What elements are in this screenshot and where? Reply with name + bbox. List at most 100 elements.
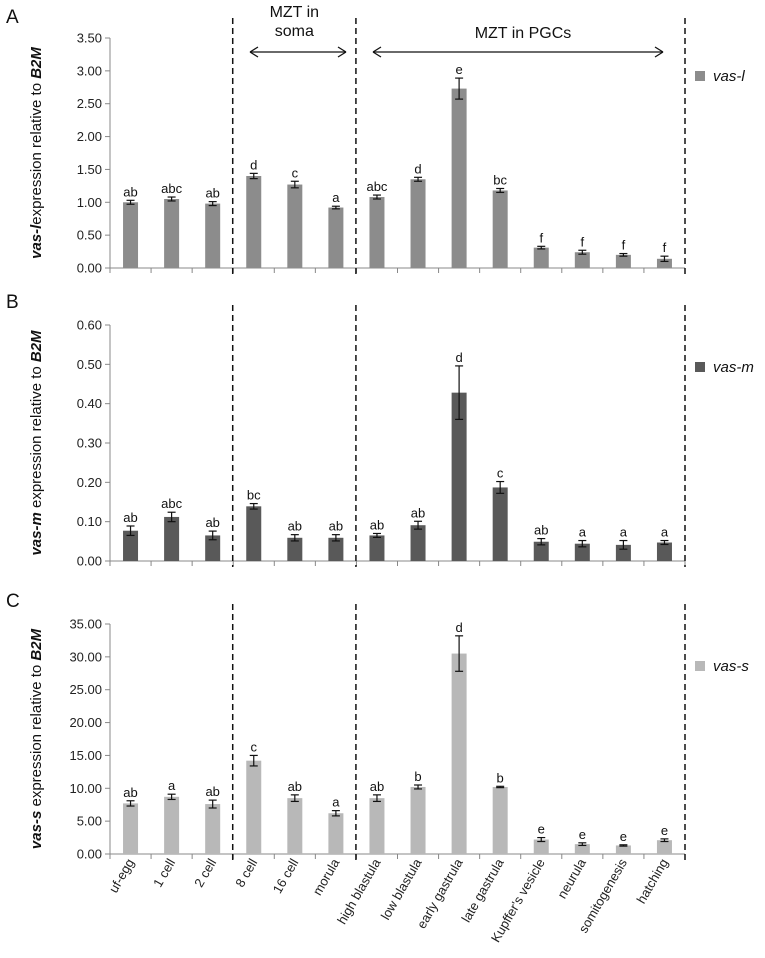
bar-vas-l-3 [246, 176, 262, 268]
y-axis-label-ref: B2M [28, 628, 45, 660]
significance-letter: a [168, 778, 176, 793]
bar-vas-m-3 [246, 506, 262, 561]
x-category-label: 1 cell [150, 856, 178, 890]
bar-vas-m-6 [369, 535, 385, 561]
significance-letter: e [455, 62, 462, 77]
x-category-label: 16 cell [270, 856, 302, 896]
mzt-pgcs-label: MZT in PGCs [475, 25, 572, 42]
bar-vas-s-5 [328, 813, 344, 854]
bar-vas-l-4 [287, 184, 303, 268]
y-axis-label-text: expression relative to [28, 362, 45, 512]
bar-vas-s-3 [246, 760, 262, 854]
mzt-soma-label: soma [275, 23, 314, 40]
significance-letter: d [414, 161, 421, 176]
y-axis-label-text: expression relative to [28, 661, 45, 811]
legend-label: vas-s [713, 658, 749, 675]
significance-letter: ab [123, 184, 137, 199]
significance-letter: a [332, 190, 340, 205]
legend-label: vas-m [713, 359, 754, 376]
y-tick-label: 1.50 [77, 162, 102, 177]
panel-letter: B [6, 292, 19, 313]
significance-letter: ab [288, 519, 302, 534]
significance-letter: abc [366, 179, 387, 194]
y-axis-label-ref: B2M [28, 47, 45, 79]
y-tick-label: 25.00 [69, 682, 102, 697]
bar-vas-s-8 [451, 653, 467, 854]
bar-vas-l-1 [164, 199, 180, 268]
bar-vas-s-4 [287, 798, 303, 854]
significance-letter: c [292, 165, 299, 180]
bar-vas-s-1 [164, 796, 180, 854]
bar-vas-l-0 [123, 202, 139, 268]
y-tick-label: 0.00 [77, 554, 102, 569]
mzt-soma-label: MZT in [270, 4, 319, 21]
y-tick-label: 5.00 [77, 814, 102, 829]
bar-vas-s-6 [369, 798, 385, 854]
significance-letter: e [661, 823, 668, 838]
y-tick-label: 30.00 [69, 649, 102, 664]
significance-letter: a [579, 525, 587, 540]
significance-letter: bc [493, 172, 507, 187]
bar-vas-s-9 [492, 786, 508, 854]
panel-a: A0.000.501.001.502.002.503.003.50vas-lex… [6, 7, 745, 276]
x-category-label: high blastula [334, 855, 384, 926]
arrow-head [249, 46, 259, 58]
y-axis-label-text: expression relative to [28, 79, 45, 225]
y-tick-label: 0.40 [77, 396, 102, 411]
significance-letter: f [539, 230, 543, 245]
y-axis-label-gene: vas-l [28, 224, 45, 259]
significance-letter: b [497, 770, 504, 785]
y-tick-label: 0.60 [77, 318, 102, 333]
significance-letter: ab [205, 186, 219, 201]
bar-vas-s-7 [410, 786, 426, 854]
y-tick-label: 0.30 [77, 436, 102, 451]
bar-vas-m-7 [410, 525, 426, 561]
x-category-labels: uf-egg 1 cell 2 cell 8 cell 16 cell morulahig… [106, 855, 671, 945]
y-tick-label: 10.00 [69, 781, 102, 796]
bar-vas-s-11 [574, 844, 590, 854]
bar-vas-m-9 [492, 487, 508, 561]
significance-letter: a [332, 795, 340, 810]
y-tick-label: 15.00 [69, 748, 102, 763]
significance-letter: abc [161, 181, 182, 196]
significance-letter: b [414, 769, 421, 784]
y-axis-label: vas-lexpression relative to B2M [28, 47, 45, 259]
bar-vas-l-11 [574, 252, 590, 268]
y-tick-label: 0.00 [77, 847, 102, 862]
y-axis-label-gene: vas-s [28, 811, 45, 849]
x-category-label: 8 cell [232, 856, 260, 890]
panel-c: C 0.00 5.00 10.00 15.00 20.00 25.00 30.00 35.00 v… [6, 591, 749, 862]
significance-letter: c [497, 466, 504, 481]
bar-vas-l-12 [615, 254, 631, 268]
bar-vas-m-4 [287, 537, 303, 561]
arrow-head [654, 46, 664, 58]
legend-swatch [695, 661, 705, 671]
bar-vas-m-8 [451, 392, 467, 561]
legend-swatch [695, 362, 705, 372]
panel-letter: A [6, 7, 19, 28]
bar-vas-s-10 [533, 839, 549, 854]
x-category-label: late gastrula [458, 855, 507, 924]
mzt-annotations: MZT in soma MZT in PGCs [249, 4, 664, 58]
bar-vas-l-13 [656, 258, 672, 268]
bar-vas-m-5 [328, 537, 344, 561]
y-tick-label: 0.20 [77, 475, 102, 490]
significance-letter: ab [288, 779, 302, 794]
bar-vas-s-13 [656, 840, 672, 854]
y-tick-label: 35.00 [69, 617, 102, 632]
x-category-label: morula [310, 855, 343, 898]
bar-vas-l-8 [451, 88, 467, 268]
significance-letter: f [581, 234, 585, 249]
bar-vas-s-12 [615, 845, 631, 854]
significance-letter: e [538, 822, 545, 837]
bar-vas-m-11 [574, 543, 590, 561]
bar-vas-m-0 [123, 530, 139, 561]
bar-vas-l-5 [328, 207, 344, 268]
bar-vas-m-2 [205, 535, 221, 561]
significance-letter: ab [205, 515, 219, 530]
panel-letter: C [6, 591, 20, 612]
arrow-head [337, 46, 347, 58]
y-axis-label-ref: B2M [28, 330, 45, 362]
significance-letter: c [251, 739, 258, 754]
